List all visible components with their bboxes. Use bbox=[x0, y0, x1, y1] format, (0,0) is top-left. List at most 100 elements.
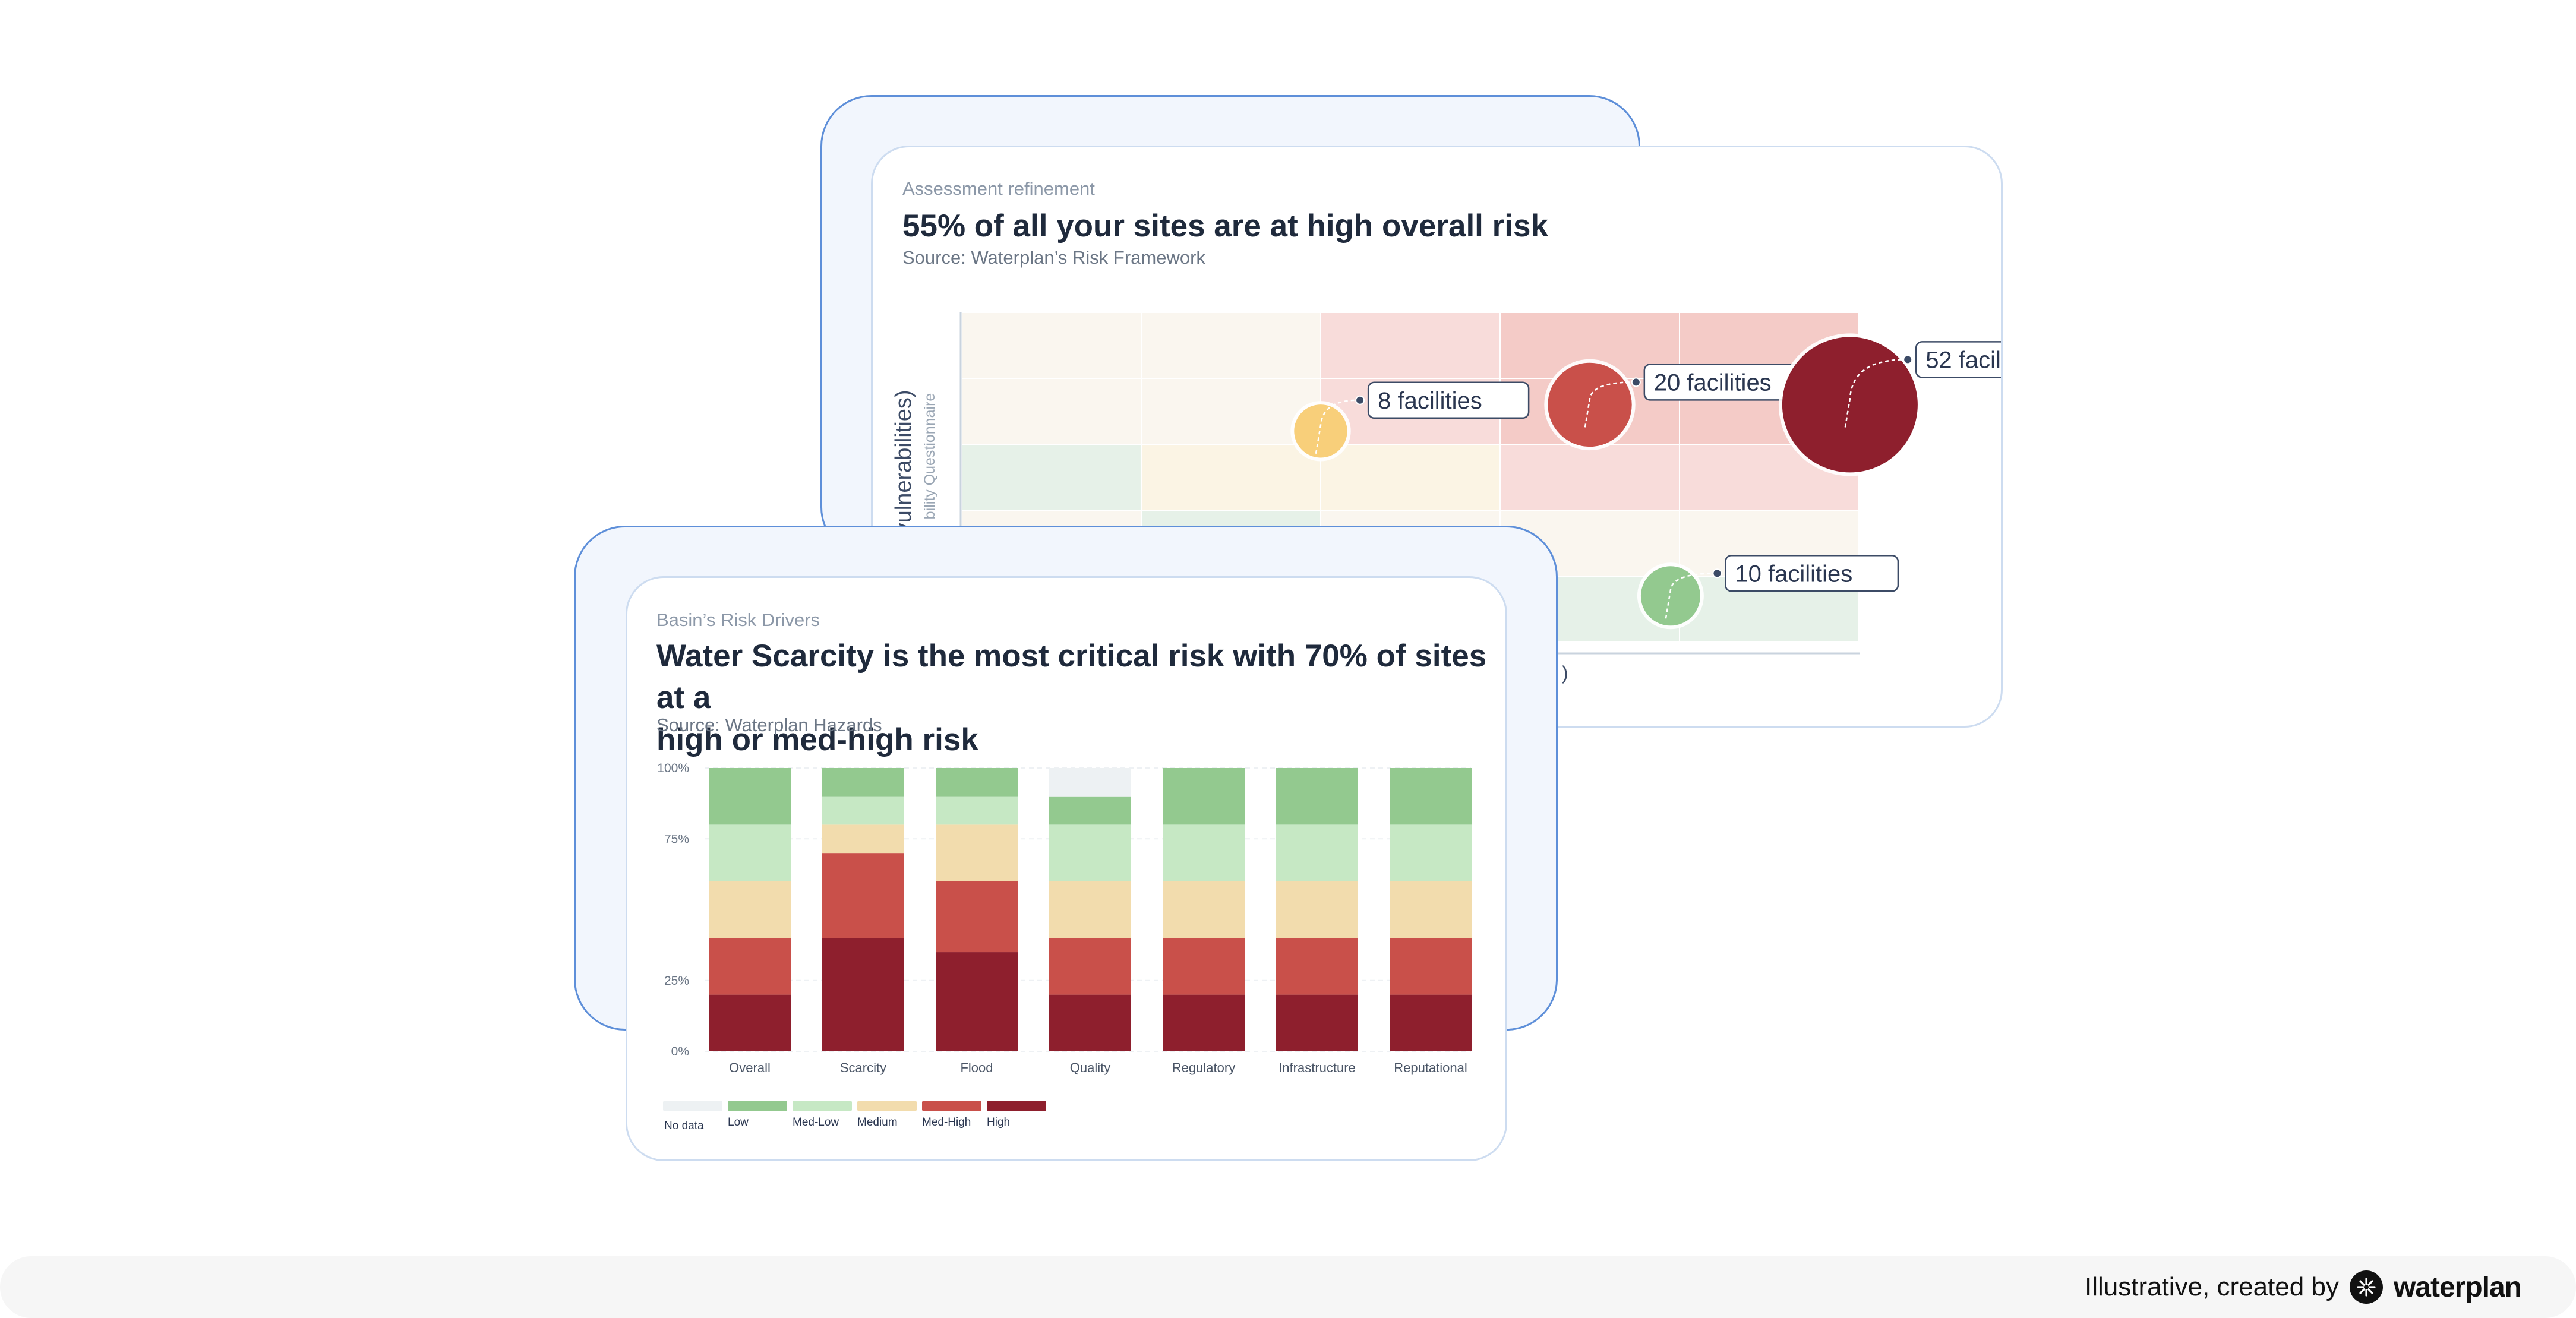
credit-text: Illustrative, created by bbox=[2084, 1272, 2339, 1301]
asterisk-logo-icon[interactable] bbox=[2349, 1270, 2383, 1304]
bar-segment-med-high[interactable] bbox=[936, 881, 1018, 953]
bar-segment-low[interactable] bbox=[1390, 768, 1472, 825]
risk-drivers-title-line1: Water Scarcity is the most critical risk… bbox=[656, 639, 1487, 716]
category-label: Reputational bbox=[1394, 1060, 1467, 1075]
y-tick-label: 75% bbox=[664, 832, 689, 846]
bar-segment-medium[interactable] bbox=[1049, 881, 1131, 938]
y-tick-label: 100% bbox=[657, 761, 689, 775]
facility-label: 8 facilities bbox=[1378, 388, 1482, 414]
bar-segment-med-low[interactable] bbox=[936, 796, 1018, 825]
bubble-10-facilities[interactable]: 10 facilities bbox=[1637, 555, 1899, 630]
bar-segment-med-high[interactable] bbox=[709, 938, 791, 995]
bar-segment-med-low[interactable] bbox=[709, 824, 791, 881]
bar-segment-low[interactable] bbox=[936, 768, 1018, 797]
leader-line bbox=[1665, 573, 1715, 619]
facility-label: 10 facilities bbox=[1735, 561, 1852, 587]
bar-segment-low[interactable] bbox=[1163, 768, 1245, 825]
matrix-cell bbox=[1320, 444, 1501, 511]
category-label: Infrastructure bbox=[1278, 1060, 1356, 1075]
bar-segment-medium[interactable] bbox=[1390, 881, 1472, 938]
matrix-cell bbox=[1499, 444, 1680, 511]
bar-segment-high[interactable] bbox=[1276, 994, 1358, 1051]
category-label: Scarcity bbox=[840, 1060, 886, 1075]
legend-swatch bbox=[728, 1101, 787, 1111]
leader-line bbox=[1584, 381, 1634, 428]
leader-line bbox=[1315, 399, 1358, 454]
leader-dot bbox=[1355, 395, 1365, 405]
bar-segment-med-high[interactable] bbox=[1276, 938, 1358, 995]
risk-drivers-card: Basin’s Risk Drivers Water Scarcity is t… bbox=[626, 576, 1507, 1161]
category-label: Regulatory bbox=[1172, 1060, 1235, 1075]
y-tick-label: 25% bbox=[664, 974, 689, 988]
bar-segment-med-low[interactable] bbox=[1163, 824, 1245, 881]
legend-swatch bbox=[987, 1101, 1046, 1111]
leader-dot bbox=[1903, 355, 1913, 365]
bar-segment-med-low[interactable] bbox=[1276, 824, 1358, 881]
bar-segment-med-high[interactable] bbox=[1390, 938, 1472, 995]
bar-segment-high[interactable] bbox=[936, 952, 1018, 1051]
matrix-cell bbox=[961, 312, 1142, 379]
facility-label-box bbox=[1367, 381, 1530, 419]
legend-label: Med-Low bbox=[793, 1116, 839, 1129]
facility-label: 52 facilities bbox=[1925, 347, 2003, 373]
bar-segment-medium[interactable] bbox=[1276, 881, 1358, 938]
y-tick-labels: 0% 25% 75% 100% bbox=[657, 761, 689, 1058]
bar-segment-high[interactable] bbox=[709, 994, 791, 1051]
bar-segment-low[interactable] bbox=[1276, 768, 1358, 825]
chart-legend: No data Low Med-Low Medium Med-High High bbox=[663, 1101, 1046, 1132]
bubble-layer: 8 facilities 20 facilities 52 facilities 10… bbox=[1290, 333, 2003, 630]
leader-dot bbox=[1712, 568, 1722, 579]
legend-label: Med-High bbox=[922, 1116, 971, 1129]
bar-segment-med-high[interactable] bbox=[1049, 938, 1131, 995]
bar-segment-med-low[interactable] bbox=[822, 796, 904, 825]
bar-segment-medium[interactable] bbox=[1163, 881, 1245, 938]
bubble[interactable] bbox=[1640, 566, 1700, 626]
stacked-bar-chart: 0% 25% 75% 100% Overall Scarcity Flood Quality… bbox=[657, 761, 1472, 1132]
bubble-20-facilities[interactable]: 20 facilities bbox=[1544, 359, 1818, 451]
leader-line bbox=[1844, 359, 1906, 428]
bubble-52-facilities[interactable]: 52 facilities bbox=[1778, 333, 2003, 476]
legend-swatch bbox=[793, 1101, 852, 1111]
risk-drivers-title-line2: high or med-high risk bbox=[656, 722, 978, 757]
category-labels: Overall Scarcity Flood Quality Regulatory Inf… bbox=[729, 1060, 1467, 1075]
bar-segment-low[interactable] bbox=[1049, 796, 1131, 825]
bar-layer bbox=[709, 768, 1472, 1051]
bar-segment-medium[interactable] bbox=[822, 824, 904, 854]
y-axis-sublabel: bility Questionnaire bbox=[921, 393, 938, 520]
bar-segment-med-high[interactable] bbox=[1163, 938, 1245, 995]
bar-segment-high[interactable] bbox=[1390, 994, 1472, 1051]
footer-credit: Illustrative, created by waterplan bbox=[2084, 1268, 2522, 1306]
leader-dot bbox=[1631, 377, 1641, 387]
legend-label: Medium bbox=[857, 1116, 898, 1129]
legend-label: No data bbox=[664, 1120, 704, 1132]
facility-label-box bbox=[1915, 341, 2001, 378]
bar-segment-med-high[interactable] bbox=[822, 853, 904, 938]
bar-segment-high[interactable] bbox=[822, 938, 904, 1051]
bar-segment-med-low[interactable] bbox=[1390, 824, 1472, 881]
bar-segment-medium[interactable] bbox=[936, 824, 1018, 881]
bubble[interactable] bbox=[1782, 337, 1918, 473]
matrix-cell bbox=[1141, 444, 1321, 511]
bar-segment-low[interactable] bbox=[822, 768, 904, 797]
x-axis-label-fragment: ) bbox=[1562, 662, 1568, 684]
bubble[interactable] bbox=[1548, 362, 1632, 447]
facility-label-box bbox=[1725, 555, 1899, 592]
legend-label: High bbox=[987, 1116, 1010, 1129]
bar-segment-no-data[interactable] bbox=[1049, 768, 1131, 797]
legend-swatch bbox=[922, 1101, 981, 1111]
matrix-cell bbox=[961, 444, 1142, 511]
risk-drivers-source: Source: Waterplan Hazards bbox=[656, 715, 882, 735]
brand-name[interactable]: waterplan bbox=[2393, 1271, 2522, 1303]
legend-swatch bbox=[857, 1101, 917, 1111]
bubble[interactable] bbox=[1294, 404, 1347, 458]
matrix-cell bbox=[1320, 312, 1501, 379]
legend-label: Low bbox=[728, 1116, 749, 1129]
bar-segment-low[interactable] bbox=[709, 768, 791, 825]
bar-segment-med-low[interactable] bbox=[1049, 824, 1131, 881]
matrix-cell bbox=[1141, 312, 1321, 379]
bar-segment-high[interactable] bbox=[1049, 994, 1131, 1051]
risk-matrix-eyebrow: Assessment refinement bbox=[902, 178, 1095, 199]
bar-segment-medium[interactable] bbox=[709, 881, 791, 938]
bubble-8-facilities[interactable]: 8 facilities bbox=[1290, 381, 1530, 462]
bar-segment-high[interactable] bbox=[1163, 994, 1245, 1051]
